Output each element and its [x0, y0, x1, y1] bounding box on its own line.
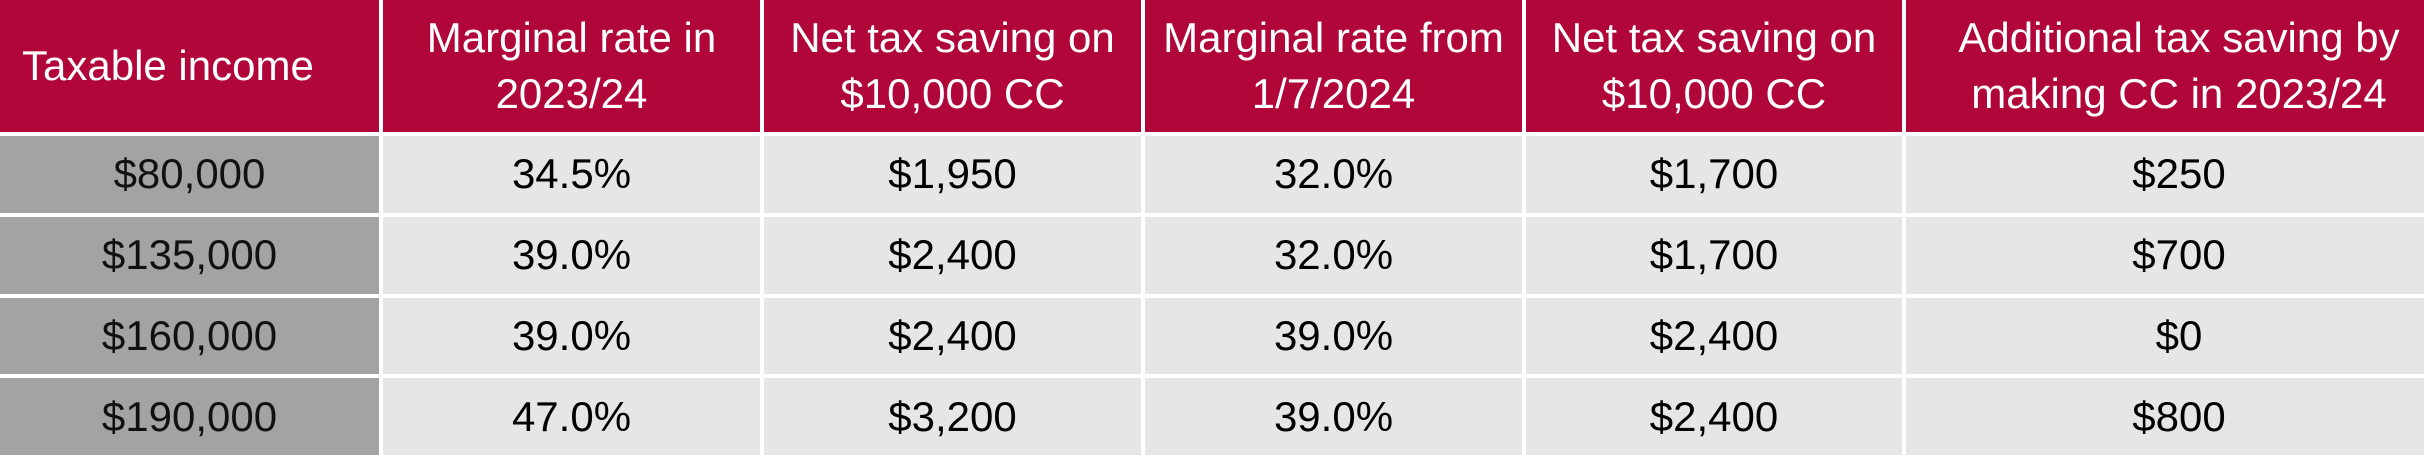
- taxable-income-cell: $160,000: [0, 297, 379, 375]
- header-row: Taxable income Marginal rate in 2023/24 …: [0, 0, 2424, 132]
- marginal-rate-from-2024-cell: 32.0%: [1145, 136, 1522, 213]
- marginal-rate-2023-24-cell: 39.0%: [383, 297, 760, 375]
- header-marginal-rate-2023-24: Marginal rate in 2023/24: [383, 0, 760, 132]
- marginal-rate-2023-24-cell: 47.0%: [383, 378, 760, 455]
- header-net-tax-saving-from-2024: Net tax saving on $10,000 CC: [1526, 0, 1902, 132]
- marginal-rate-2023-24-cell: 39.0%: [383, 216, 760, 294]
- net-saving-from-2024-cell: $1,700: [1526, 136, 1902, 213]
- table-row: $160,000 39.0% $2,400 39.0% $2,400 $0: [0, 297, 2424, 375]
- marginal-rate-2023-24-cell: 34.5%: [383, 136, 760, 213]
- table-row: $190,000 47.0% $3,200 39.0% $2,400 $800: [0, 378, 2424, 455]
- table-row: $135,000 39.0% $2,400 32.0% $1,700 $700: [0, 216, 2424, 294]
- additional-saving-cell: $800: [1906, 378, 2424, 455]
- net-saving-2023-24-cell: $1,950: [764, 136, 1141, 213]
- marginal-rate-from-2024-cell: 39.0%: [1145, 378, 1522, 455]
- header-additional-tax-saving: Additional tax saving by making CC in 20…: [1906, 0, 2424, 132]
- taxable-income-cell: $135,000: [0, 216, 379, 294]
- additional-saving-cell: $700: [1906, 216, 2424, 294]
- table-row: $80,000 34.5% $1,950 32.0% $1,700 $250: [0, 136, 2424, 213]
- net-saving-2023-24-cell: $2,400: [764, 216, 1141, 294]
- additional-saving-cell: $250: [1906, 136, 2424, 213]
- net-saving-from-2024-cell: $2,400: [1526, 378, 1902, 455]
- marginal-rate-from-2024-cell: 39.0%: [1145, 297, 1522, 375]
- net-saving-from-2024-cell: $1,700: [1526, 216, 1902, 294]
- net-saving-2023-24-cell: $2,400: [764, 297, 1141, 375]
- header-taxable-income: Taxable income: [0, 0, 379, 132]
- taxable-income-cell: $80,000: [0, 136, 379, 213]
- taxable-income-cell: $190,000: [0, 378, 379, 455]
- net-saving-from-2024-cell: $2,400: [1526, 297, 1902, 375]
- header-marginal-rate-from-2024: Marginal rate from 1/7/2024: [1145, 0, 1522, 132]
- header-net-tax-saving-2023-24: Net tax saving on $10,000 CC: [764, 0, 1141, 132]
- marginal-rate-from-2024-cell: 32.0%: [1145, 216, 1522, 294]
- additional-saving-cell: $0: [1906, 297, 2424, 375]
- net-saving-2023-24-cell: $3,200: [764, 378, 1141, 455]
